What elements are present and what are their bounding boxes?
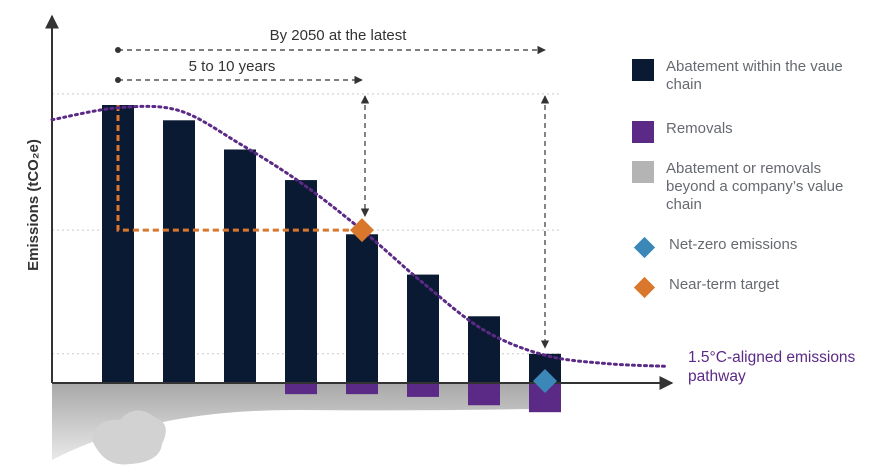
legend-item-removals: Removals (632, 120, 846, 143)
removals-bar-7 (468, 383, 500, 406)
y-axis-label: Emissions (tCO₂e) (25, 139, 42, 271)
abatement-bar-3 (224, 149, 256, 383)
legend-label-beyond-value-chain: Abatement or removals beyond a company’s… (666, 160, 844, 213)
legend-label-net-zero: Net-zero emissions (669, 236, 798, 253)
five-to-ten-years-label: 5 to 10 years (189, 58, 276, 75)
by-2050-label: By 2050 at the latest (270, 27, 408, 44)
legend-swatch-abatement (632, 59, 654, 81)
legend-item-abatement: Abatement within the vaue chain (632, 58, 846, 94)
legend-label-abatement: Abatement within the vaue chain (666, 58, 843, 93)
removals-bar-6 (407, 383, 439, 397)
near-term-target-marker (350, 218, 374, 243)
legend-swatch-beyond-value-chain (632, 161, 654, 183)
net-zero-marker (533, 369, 557, 393)
abatement-bar-6 (407, 274, 439, 383)
abatement-bar-1 (102, 105, 134, 383)
beyond-value-chain-area (52, 384, 530, 460)
near-term-target-diamond-icon (633, 276, 656, 299)
removals-bar-5 (346, 383, 378, 395)
by-2050-start-dot (115, 47, 121, 53)
five-to-ten-years-start-dot (115, 77, 121, 83)
legend-item-near-term-target: Near-term target (632, 276, 849, 299)
abatement-bar-5 (346, 234, 378, 383)
net-zero-diamond-icon (633, 236, 656, 259)
abatement-bar-4 (285, 180, 317, 383)
removals-bar-4 (285, 383, 317, 395)
legend-item-beyond-value-chain: Abatement or removals beyond a company’s… (632, 160, 846, 214)
abatement-bar-7 (468, 316, 500, 383)
legend-item-net-zero: Net-zero emissions (632, 236, 849, 259)
legend-swatch-removals (632, 121, 654, 143)
legend-label-removals: Removals (666, 120, 733, 137)
near-term-target-path (116, 105, 362, 232)
legend-label-near-term-target: Near-term target (669, 276, 780, 293)
pathway-label: 1.5°C-aligned emissions pathway (688, 349, 856, 385)
abatement-bar-2 (163, 120, 195, 383)
beyond-value-chain-blob (92, 410, 166, 465)
